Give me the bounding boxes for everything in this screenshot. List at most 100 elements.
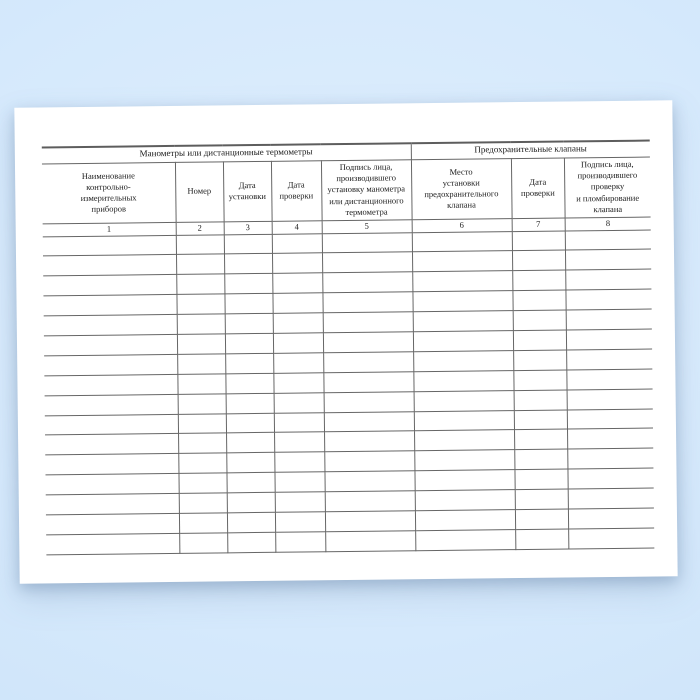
- body-cell: [412, 310, 513, 332]
- body-cell: [513, 389, 567, 411]
- body-cell: [413, 390, 514, 412]
- body-cell: [43, 294, 177, 316]
- body-cell: [512, 329, 567, 351]
- body-cell: [414, 449, 515, 471]
- body-cell: [412, 290, 513, 312]
- body-cell: [324, 470, 415, 492]
- body-cell: [514, 469, 568, 490]
- body-cell: [412, 251, 513, 273]
- body-cell: [323, 371, 414, 393]
- body-cell: [568, 527, 655, 549]
- body-cell: [225, 353, 274, 374]
- body-cell: [44, 374, 178, 396]
- body-cell: [44, 413, 179, 436]
- column-number: 7: [511, 217, 565, 232]
- body-cell: [178, 453, 227, 474]
- body-cell: [43, 274, 177, 297]
- body-cell: [567, 448, 654, 470]
- body-cell: [44, 394, 178, 416]
- body-cell: [179, 532, 228, 554]
- body-cell: [514, 429, 568, 450]
- body-cell: [226, 492, 275, 513]
- body-cell: [566, 368, 653, 390]
- body-cell: [43, 254, 177, 277]
- body-cell: [321, 252, 413, 274]
- body-cell: [567, 488, 654, 509]
- column-header-installer-signature: Подпись лица, производившего установку м…: [320, 159, 412, 221]
- body-cell: [411, 231, 513, 253]
- body-cell: [322, 331, 414, 353]
- body-cell: [177, 393, 226, 414]
- body-cell: [178, 433, 227, 454]
- body-cell: [321, 232, 413, 254]
- body-cell: [273, 412, 325, 433]
- column-number: 6: [411, 218, 512, 233]
- body-cell: [225, 412, 275, 434]
- body-cell: [43, 314, 177, 336]
- body-cell: [567, 507, 655, 529]
- body-cell: [514, 489, 568, 510]
- column-header-inspector-signature: Подпись лица, производившего проверку и …: [563, 156, 651, 218]
- body-cell: [324, 451, 415, 472]
- body-cell: [272, 332, 324, 354]
- journal-page: Манометры или дистанционные термометры П…: [14, 100, 678, 584]
- body-cell: [178, 492, 227, 514]
- body-cell: [412, 330, 514, 352]
- body-cell: [177, 413, 227, 434]
- body-cell: [322, 291, 413, 313]
- body-cell: [45, 493, 179, 515]
- body-cell: [224, 293, 273, 314]
- body-cell: [322, 311, 413, 333]
- body-cell: [273, 372, 324, 393]
- body-cell: [512, 290, 566, 311]
- table-header: Манометры или дистанционные термометры П…: [41, 140, 651, 237]
- body-cell: [323, 411, 415, 433]
- body-cell: [175, 254, 225, 275]
- body-cell: [515, 528, 569, 550]
- body-cell: [413, 350, 514, 372]
- body-cell: [565, 328, 653, 350]
- body-cell: [514, 508, 569, 530]
- body-cell: [226, 452, 275, 474]
- body-cell: [272, 292, 323, 314]
- body-cell: [275, 531, 326, 553]
- body-cell: [226, 472, 275, 493]
- body-cell: [224, 313, 273, 334]
- body-cell: [178, 473, 227, 494]
- body-cell: [511, 230, 566, 252]
- body-cell: [176, 313, 225, 335]
- body-cell: [224, 333, 274, 354]
- body-cell: [225, 373, 274, 394]
- body-cell: [272, 273, 323, 294]
- body-cell: [271, 253, 323, 274]
- body-cell: [273, 352, 324, 374]
- body-cell: [43, 334, 178, 356]
- body-cell: [567, 468, 654, 490]
- body-cell: [225, 392, 274, 414]
- body-cell: [226, 432, 275, 454]
- body-cell: [512, 310, 566, 331]
- body-cell: [272, 312, 323, 334]
- body-cell: [44, 354, 178, 376]
- body-cell: [224, 273, 273, 295]
- body-cell: [176, 333, 226, 355]
- body-cell: [227, 532, 276, 553]
- body-cell: [226, 512, 276, 533]
- body-cell: [271, 233, 322, 254]
- body-cell: [513, 369, 567, 391]
- body-cell: [324, 490, 415, 512]
- column-header-row: Наименование контрольно- измерительных п…: [41, 156, 651, 224]
- column-header-install-date: Дата установки: [222, 160, 272, 222]
- body-cell: [564, 229, 652, 251]
- registration-table: Манометры или дистанционные термометры П…: [41, 140, 655, 556]
- body-cell: [512, 270, 566, 291]
- body-cell: [412, 270, 513, 292]
- body-cell: [176, 294, 225, 315]
- body-cell: [325, 530, 416, 552]
- body-cell: [177, 353, 226, 375]
- body-cell: [274, 432, 325, 453]
- body-cell: [324, 510, 416, 532]
- body-cell: [223, 253, 273, 275]
- body-cell: [565, 289, 652, 311]
